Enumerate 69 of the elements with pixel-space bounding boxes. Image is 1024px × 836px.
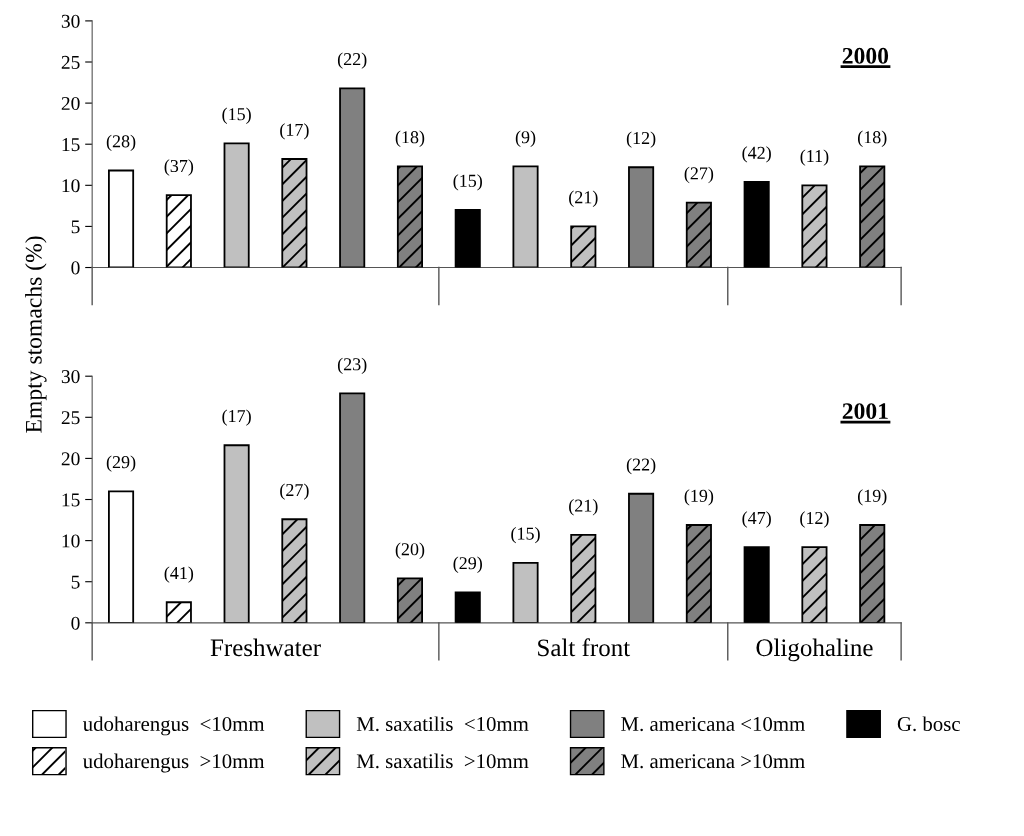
bar: [628, 166, 655, 268]
annotation: (19): [857, 489, 887, 506]
legend-label: M. americana >10mm: [621, 754, 805, 769]
text: 2000: [842, 47, 889, 64]
bar: [223, 444, 250, 623]
bar: [743, 181, 770, 268]
legend-label: M. saxatilis <10mm: [356, 716, 529, 732]
y-tick-label: 15: [62, 138, 80, 152]
annotation: (27): [684, 166, 714, 184]
bar: [454, 591, 481, 623]
annotation: (29): [453, 556, 482, 573]
annotation: (20): [395, 542, 425, 559]
bar: [223, 142, 250, 268]
annotation: (29): [106, 455, 136, 472]
annotation: (22): [626, 457, 656, 475]
bar: [628, 492, 655, 623]
annotation: (19): [684, 489, 714, 506]
y-tick-label: 30: [61, 370, 80, 384]
annotation: (17): [222, 409, 251, 426]
annotation: (9): [515, 130, 536, 147]
annotation: (12): [800, 511, 829, 528]
y-tick-label: 10: [62, 179, 80, 193]
y-tick-label: 10: [62, 534, 80, 548]
legend-label: M. saxatilis >10mm: [356, 753, 529, 769]
annotation: (21): [569, 190, 598, 207]
annotation: (22): [337, 52, 367, 69]
annotation: (27): [280, 483, 309, 500]
y-axis-title: Empty stomachs (%): [25, 236, 47, 433]
text: Oligohaline: [756, 638, 873, 662]
annotation: (12): [626, 131, 656, 148]
bar: [512, 165, 539, 268]
annotation: (15): [511, 526, 540, 544]
annotation: (18): [857, 130, 887, 147]
annotation: (21): [569, 499, 598, 516]
annotation: (42): [742, 146, 771, 163]
y-tick-label: 5: [71, 220, 80, 234]
annotation: (15): [453, 174, 482, 191]
legend-label: udoharengus <10mm: [82, 716, 265, 736]
y-tick-label: 5: [71, 575, 80, 589]
bar: [339, 87, 366, 268]
text: 2001: [842, 403, 888, 420]
annotation: (17): [280, 123, 309, 140]
legend-label: G. bosc: [897, 716, 960, 732]
y-tick-label: 0: [71, 616, 80, 630]
y-tick-label: 25: [61, 55, 80, 69]
annotation: (47): [742, 511, 771, 528]
y-tick-label: 20: [61, 452, 80, 466]
bar: [339, 392, 366, 623]
annotation: (41): [164, 566, 194, 583]
annotation: (15): [222, 107, 251, 124]
bar: [108, 169, 135, 268]
text: Salt front: [538, 638, 631, 657]
legend-label: M. americana <10mm: [621, 716, 805, 732]
annotation: (18): [395, 130, 425, 147]
bar: [108, 490, 135, 623]
bar: [512, 561, 539, 623]
annotation: (28): [106, 134, 136, 152]
bar: [743, 546, 770, 623]
bar: [454, 209, 481, 268]
y-tick-label: 30: [61, 14, 80, 28]
y-tick-label: 0: [71, 261, 80, 275]
y-tick-label: 15: [62, 493, 80, 507]
text: (23): [337, 357, 367, 375]
y-tick-label: 20: [61, 96, 80, 111]
annotation: (11): [800, 149, 829, 166]
text: Freshwater: [210, 638, 321, 657]
annotation: (37): [164, 159, 194, 176]
y-tick-label: 25: [61, 411, 80, 425]
legend-label: udoharengus >10mm: [82, 753, 265, 773]
